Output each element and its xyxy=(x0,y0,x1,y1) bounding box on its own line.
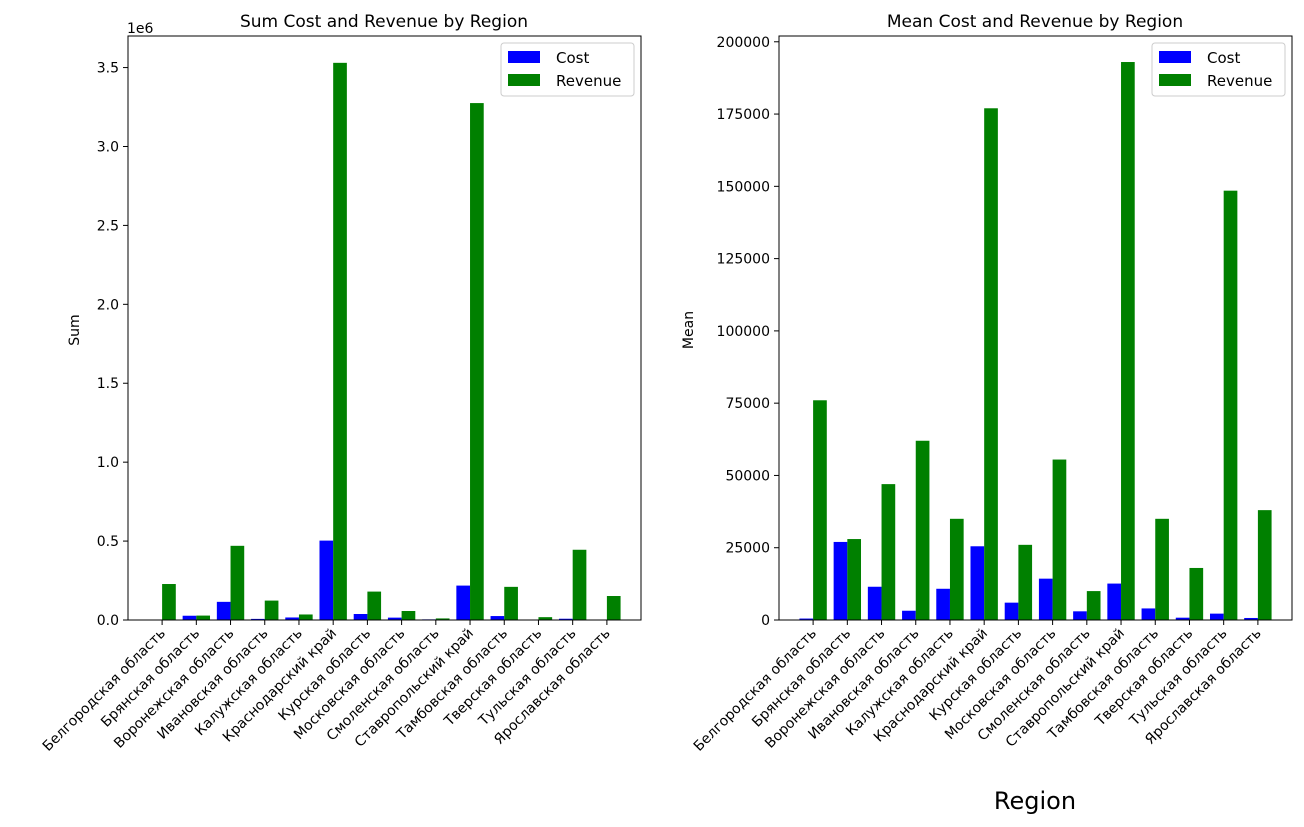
sum-chart-bar-revenue xyxy=(162,584,176,620)
mean-chart-bar-cost xyxy=(833,541,848,620)
sum-chart-y-tick-label: 2.5 xyxy=(97,218,119,234)
sum-chart-y-tick-label: 3.0 xyxy=(97,139,119,155)
mean-chart-bar-cost xyxy=(1175,617,1190,620)
sum-chart-bar-cost xyxy=(251,618,265,620)
sum-chart-y-tick-label: 0.0 xyxy=(97,613,119,629)
sum-chart-legend-revenue-label: Revenue xyxy=(556,72,621,90)
mean-chart-bar-revenue xyxy=(984,108,998,621)
sum-chart-bar-revenue xyxy=(196,615,211,620)
sum-chart-bar-cost xyxy=(456,585,471,620)
sum-chart-bar-cost xyxy=(216,601,231,620)
sum-chart-bar-cost xyxy=(285,617,299,620)
mean-chart-bar-revenue xyxy=(915,440,930,620)
mean-chart-bar-revenue xyxy=(1121,62,1135,621)
mean-chart-legend-revenue-swatch xyxy=(1159,74,1191,86)
mean-chart-bar-cost xyxy=(1038,578,1053,620)
sum-chart-bars xyxy=(148,62,621,621)
mean-chart-bar-cost xyxy=(902,610,916,620)
mean-chart-bar-revenue xyxy=(1052,459,1067,620)
sum-chart-y-tick-label: 0.5 xyxy=(97,534,119,550)
mean-chart-legend-cost-label: Cost xyxy=(1207,49,1240,67)
sum-chart-y-tick-label: 2.0 xyxy=(97,297,119,313)
sum-chart-bar-revenue xyxy=(264,600,279,620)
sum-chart-bar-revenue xyxy=(367,591,382,620)
sum-chart-axes-frame xyxy=(127,35,642,621)
sum-chart-title: Sum Cost and Revenue by Region xyxy=(240,12,528,32)
sum-chart-bar-revenue xyxy=(435,618,450,620)
sum-chart-bar-cost xyxy=(353,614,368,620)
sum-chart-bar-revenue xyxy=(230,545,245,620)
mean-chart-y-tick-label: 175000 xyxy=(717,107,770,123)
mean-chart-bar-revenue xyxy=(813,400,827,620)
sum-chart-y-tick-label: 3.5 xyxy=(97,61,119,77)
mean-chart-title: Mean Cost and Revenue by Region xyxy=(887,12,1183,32)
mean-chart-y-tick-label: 75000 xyxy=(725,396,770,412)
mean-chart-y-tick-label: 0 xyxy=(761,613,770,629)
sum-chart-bar-cost xyxy=(387,617,402,620)
mean-chart-bars xyxy=(799,62,1272,621)
mean-chart-y-tick-label: 100000 xyxy=(717,324,770,340)
mean-chart-bar-revenue xyxy=(881,484,896,620)
mean-chart-y-tick-label: 150000 xyxy=(717,179,770,195)
mean-chart-bar-cost xyxy=(799,618,814,620)
sum-chart-bar-revenue xyxy=(538,617,553,620)
sum-chart-ylabel: Sum xyxy=(67,314,83,345)
sum-chart-y-tick-label: 1.5 xyxy=(97,376,119,392)
mean-chart-bar-revenue xyxy=(949,518,964,620)
mean-chart-y-tick-label: 50000 xyxy=(725,468,770,484)
mean-chart-bar-cost xyxy=(867,586,882,620)
sum-chart-y-tick-label: 1.0 xyxy=(97,455,119,471)
mean-chart-y-tick-label: 25000 xyxy=(725,541,770,557)
mean-chart-bar-revenue xyxy=(1086,591,1101,620)
sum-chart-bar-revenue xyxy=(333,62,347,620)
mean-chart-ticks: 0 25000 50000 75000 100000 125000 150000 175000… xyxy=(717,35,779,629)
mean-chart-bar-revenue xyxy=(1257,510,1272,620)
sum-chart-bar-revenue xyxy=(572,549,587,620)
mean-chart-ylabel: Mean xyxy=(681,311,697,349)
sum-chart-legend-revenue-swatch xyxy=(508,74,540,86)
mean-chart-legend-revenue-label: Revenue xyxy=(1207,72,1272,90)
sum-chart-bar-revenue xyxy=(606,596,621,620)
sum-chart-bar-cost xyxy=(182,615,197,620)
mean-chart-axes-frame xyxy=(778,35,1293,621)
mean-chart-bar-cost xyxy=(1209,613,1224,620)
mean-chart-bar-cost xyxy=(936,588,950,620)
mean-chart-bar-cost xyxy=(1244,617,1258,620)
mean-chart-bar-revenue xyxy=(1223,190,1238,620)
sum-chart-legend-cost-label: Cost xyxy=(556,49,589,67)
mean-chart-bar-cost xyxy=(1004,602,1019,620)
mean-chart-xlabel: Region xyxy=(994,787,1076,815)
mean-chart-bar-revenue xyxy=(1018,544,1033,620)
sum-chart-offset-label: 1e6 xyxy=(127,21,154,37)
sum-chart-bar-cost xyxy=(319,540,334,620)
sum-chart-bar-cost xyxy=(490,616,505,620)
mean-chart-y-tick-label: 125000 xyxy=(717,252,770,268)
sum-chart-legend-cost-swatch xyxy=(508,51,540,63)
mean-chart-bar-cost xyxy=(1141,608,1156,620)
mean-chart-legend-cost-swatch xyxy=(1159,51,1191,63)
mean-chart-bar-cost xyxy=(1107,583,1122,620)
mean-chart: Mean Cost and Revenue by Region Mean Reg… xyxy=(681,12,1293,815)
sum-chart-legend: Cost Revenue xyxy=(500,42,635,97)
sum-chart: Sum Cost and Revenue by Region 1e6 Sum 0… xyxy=(40,12,642,755)
sum-chart-bar-revenue xyxy=(401,611,416,620)
mean-chart-legend: Cost Revenue xyxy=(1151,42,1286,97)
sum-chart-bar-revenue xyxy=(504,586,518,620)
mean-chart-bar-cost xyxy=(1073,611,1087,620)
sum-chart-ticks: 0.0 0.5 1.0 1.5 2.0 2.5 3.0 3.5 xyxy=(97,61,128,629)
sum-chart-bar-revenue xyxy=(298,614,313,620)
mean-chart-bar-cost xyxy=(970,546,985,620)
sum-chart-bar-cost xyxy=(558,618,573,620)
mean-chart-y-tick-label: 200000 xyxy=(717,35,770,51)
mean-chart-bar-revenue xyxy=(847,539,862,620)
mean-chart-bar-revenue xyxy=(1155,518,1169,620)
mean-chart-bar-revenue xyxy=(1189,567,1204,620)
sum-chart-bar-revenue xyxy=(470,103,484,621)
